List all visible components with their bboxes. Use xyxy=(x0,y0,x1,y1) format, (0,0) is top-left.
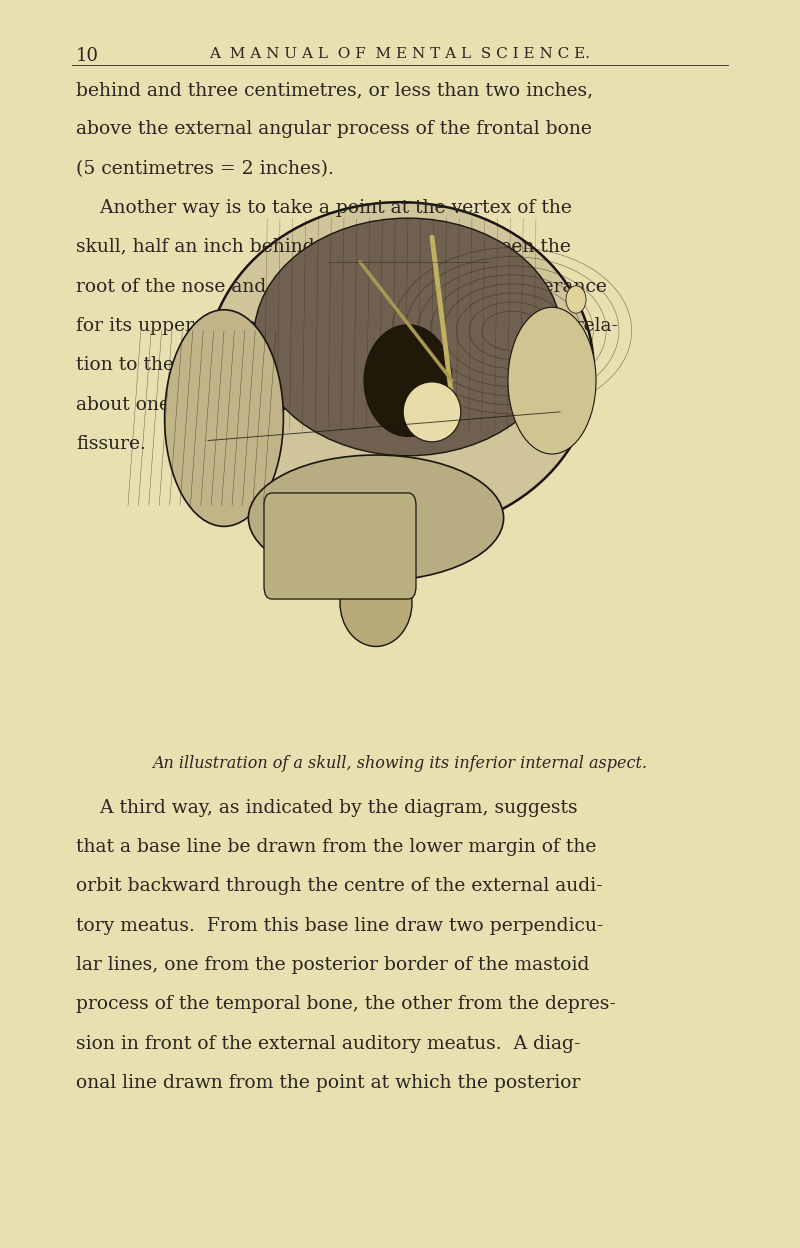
Text: orbit backward through the centre of the external audi-: orbit backward through the centre of the… xyxy=(76,877,602,895)
FancyBboxPatch shape xyxy=(264,493,416,599)
Text: about one inch behind the point of bifurcation of that: about one inch behind the point of bifur… xyxy=(76,396,581,413)
Text: An illustration of a skull, showing its inferior internal aspect.: An illustration of a skull, showing its … xyxy=(153,755,647,773)
Ellipse shape xyxy=(403,382,461,442)
Ellipse shape xyxy=(248,456,504,580)
Text: fissure.: fissure. xyxy=(76,434,146,453)
Text: tory meatus.  From this base line draw two perpendicu-: tory meatus. From this base line draw tw… xyxy=(76,916,603,935)
Text: process of the temporal bone, the other from the depres-: process of the temporal bone, the other … xyxy=(76,996,616,1013)
Text: skull, half an inch behind the mid-point between the: skull, half an inch behind the mid-point… xyxy=(76,238,571,256)
Text: lar lines, one from the posterior border of the mastoid: lar lines, one from the posterior border… xyxy=(76,956,590,973)
Text: that a base line be drawn from the lower margin of the: that a base line be drawn from the lower… xyxy=(76,839,596,856)
Text: (5 centimetres = 2 inches).: (5 centimetres = 2 inches). xyxy=(76,160,334,177)
Text: A  M A N U A L  O F  M E N T A L  S C I E N C E.: A M A N U A L O F M E N T A L S C I E N … xyxy=(210,47,590,61)
Ellipse shape xyxy=(165,310,283,527)
Text: Another way is to take a point at the vertex of the: Another way is to take a point at the ve… xyxy=(76,200,572,217)
Ellipse shape xyxy=(508,307,596,454)
Text: for its upper portion, and the lower end lies in close rela-: for its upper portion, and the lower end… xyxy=(76,317,618,334)
Text: above the external angular process of the frontal bone: above the external angular process of th… xyxy=(76,120,592,139)
Text: behind and three centimetres, or less than two inches,: behind and three centimetres, or less th… xyxy=(76,81,593,99)
Ellipse shape xyxy=(566,286,586,313)
Ellipse shape xyxy=(364,324,452,437)
Text: 10: 10 xyxy=(76,47,99,65)
Ellipse shape xyxy=(340,559,412,646)
Text: onal line drawn from the point at which the posterior: onal line drawn from the point at which … xyxy=(76,1073,580,1092)
Text: sion in front of the external auditory meatus.  A diag-: sion in front of the external auditory m… xyxy=(76,1035,580,1052)
Ellipse shape xyxy=(206,202,594,534)
Text: A third way, as indicated by the diagram, suggests: A third way, as indicated by the diagram… xyxy=(76,799,578,816)
Text: tion to the horizontal limb of the fissure of Sylvius,: tion to the horizontal limb of the fissu… xyxy=(76,357,558,374)
Ellipse shape xyxy=(254,218,562,456)
Text: root of the nose and the external occipital protuberance: root of the nose and the external occipi… xyxy=(76,278,607,296)
